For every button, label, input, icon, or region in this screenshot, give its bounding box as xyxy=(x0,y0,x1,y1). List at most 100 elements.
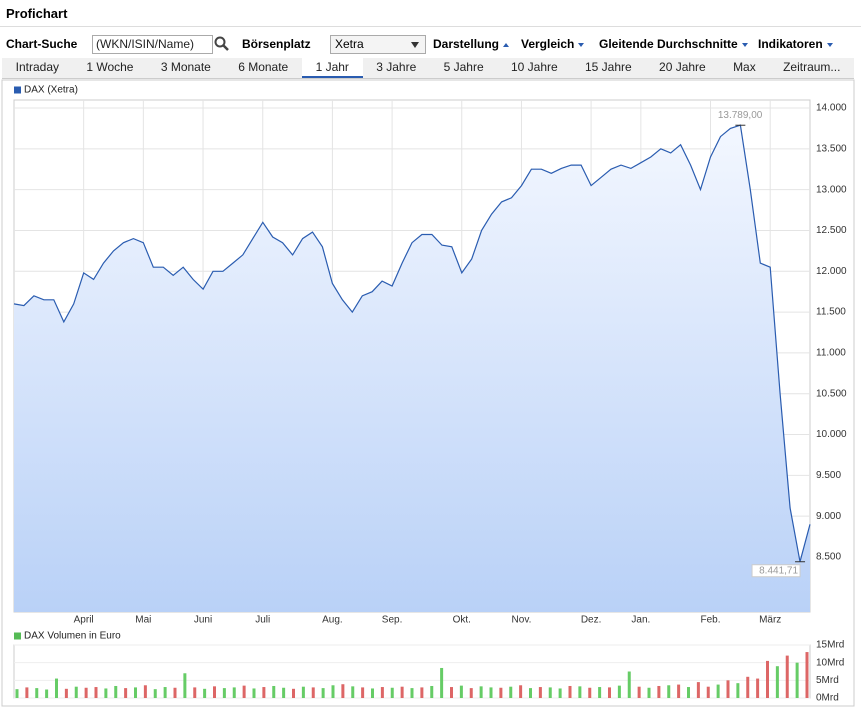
bar xyxy=(489,687,493,698)
tab[interactable]: Max xyxy=(733,60,756,74)
bar xyxy=(677,684,681,698)
bar xyxy=(766,660,769,698)
tab[interactable]: 1 Jahr xyxy=(301,58,363,78)
bar xyxy=(25,687,29,698)
bar xyxy=(499,687,503,698)
bar xyxy=(627,671,631,698)
bar xyxy=(321,688,325,698)
y-tick-label: 5Mrd xyxy=(816,675,839,686)
bar xyxy=(795,662,799,698)
search-label: Chart-Suche xyxy=(6,37,78,51)
y-tick-label: 8.500 xyxy=(816,552,841,563)
bar xyxy=(558,688,562,698)
bar xyxy=(390,687,394,698)
y-tick-label: 12.000 xyxy=(816,266,847,277)
y-tick-label: 13.000 xyxy=(816,184,847,195)
bar xyxy=(696,682,700,698)
line xyxy=(13,124,811,562)
legend-swatch xyxy=(14,632,21,640)
menu[interactable]: Darstellung xyxy=(433,37,510,51)
bar xyxy=(163,687,167,698)
bar xyxy=(104,688,108,698)
menu[interactable]: Vergleich xyxy=(521,37,585,51)
bar xyxy=(538,687,542,698)
y-tick-label: 14.000 xyxy=(816,103,847,114)
menu-label[interactable]: Gleitende Durchschnitte xyxy=(599,37,738,51)
tab[interactable]: 10 Jahre xyxy=(510,60,558,74)
bar xyxy=(282,687,286,698)
bar xyxy=(262,687,266,698)
bar xyxy=(726,680,730,698)
tab[interactable]: 1 Woche xyxy=(86,60,134,74)
tab[interactable]: Intraday xyxy=(15,60,60,74)
tab[interactable]: 3 Jahre xyxy=(376,60,417,74)
bar xyxy=(193,687,197,698)
y-tick-label: 10.000 xyxy=(816,429,847,440)
bar xyxy=(272,685,276,698)
menu-label[interactable]: Vergleich xyxy=(521,37,575,51)
tab[interactable]: 3 Monate xyxy=(160,60,211,74)
menu[interactable]: Gleitende Durchschnitte xyxy=(599,37,748,51)
bar xyxy=(785,655,789,698)
bar xyxy=(292,688,295,698)
x-tick-label: Juli xyxy=(255,615,270,626)
bar xyxy=(64,688,68,698)
bar xyxy=(173,687,177,698)
bar xyxy=(361,687,365,698)
bar xyxy=(213,686,216,698)
bar xyxy=(469,688,473,698)
y-tick-label: 11.000 xyxy=(816,348,846,359)
bar xyxy=(667,685,671,698)
x-tick-label: März xyxy=(759,615,781,626)
x-tick-label: Aug. xyxy=(322,615,343,626)
y-tick-label: 9.000 xyxy=(816,511,841,522)
menu[interactable]: Indikatoren xyxy=(758,37,833,51)
bar xyxy=(203,688,207,698)
bar xyxy=(143,685,147,698)
tab[interactable]: Zeitraum... xyxy=(783,60,841,74)
page-title: Profichart xyxy=(6,6,68,21)
tab[interactable]: 15 Jahre xyxy=(585,60,632,74)
x-tick-label: Sep. xyxy=(382,615,403,626)
x-tick-label: Feb. xyxy=(700,615,720,626)
bar xyxy=(222,688,226,698)
bar xyxy=(479,686,483,698)
bar xyxy=(301,686,305,698)
menu-label[interactable]: Darstellung xyxy=(433,37,500,51)
bar xyxy=(568,685,572,698)
bar xyxy=(232,687,236,698)
x-tick-label: Juni xyxy=(194,615,212,626)
tab[interactable]: 5 Jahre xyxy=(443,60,484,74)
annotation: 8.441,71 xyxy=(759,565,798,576)
bar xyxy=(331,685,335,698)
bar xyxy=(124,688,128,698)
bar xyxy=(805,652,809,698)
x-tick-label: Nov. xyxy=(512,615,532,626)
bar xyxy=(716,684,720,698)
bar xyxy=(400,686,404,698)
bar xyxy=(242,685,246,698)
chart-frame xyxy=(1,79,855,707)
search-icon[interactable] xyxy=(214,36,230,52)
legend-swatch xyxy=(14,86,21,94)
bar xyxy=(134,687,137,698)
bar xyxy=(74,686,78,698)
legend-label: DAX (Xetra) xyxy=(24,85,78,96)
x-tick-label: Dez. xyxy=(581,615,602,626)
y-tick-label: 15Mrd xyxy=(816,640,844,651)
exchange-select[interactable]: Xetra xyxy=(330,35,426,54)
bar xyxy=(45,689,49,698)
y-tick-label: 9.500 xyxy=(816,470,841,481)
y-tick-label: 12.500 xyxy=(816,225,847,236)
bar xyxy=(637,686,641,698)
bar xyxy=(183,673,187,698)
search-input[interactable]: (WKN/ISIN/Name) xyxy=(92,35,213,54)
menu-label[interactable]: Indikatoren xyxy=(758,37,823,51)
bar xyxy=(608,687,611,698)
tab[interactable]: 6 Monate xyxy=(238,60,289,74)
bar xyxy=(548,687,552,698)
tab[interactable]: 20 Jahre xyxy=(659,60,706,74)
bar xyxy=(311,687,315,698)
